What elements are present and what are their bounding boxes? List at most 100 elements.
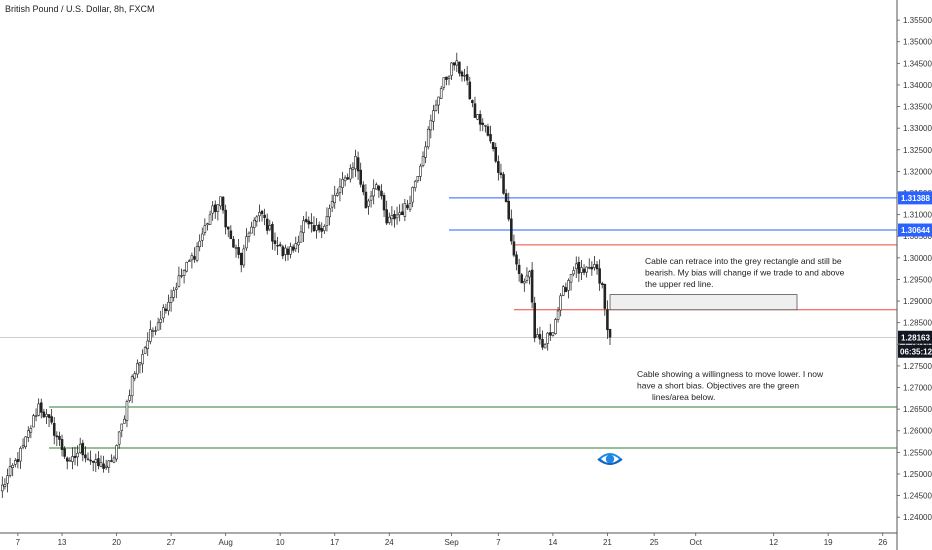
price-tick-label: 1.26500	[903, 405, 932, 414]
note-upper-line: Cable can retrace into the grey rectangl…	[645, 256, 842, 266]
candle-body	[468, 81, 472, 100]
candle-body	[110, 460, 113, 462]
candle-body	[154, 330, 157, 332]
time-tick-label: 17	[330, 538, 339, 547]
candle-body	[525, 275, 529, 281]
candle-body	[463, 75, 466, 77]
candle-body	[377, 185, 381, 191]
chart-title: British Pound / U.S. Dollar, 8h, FXCM	[5, 4, 155, 14]
note-lower-line: Cable showing a willingness to move lowe…	[637, 369, 824, 379]
time-tick-label: Oct	[689, 538, 702, 547]
candle-body	[489, 134, 492, 142]
candle-body	[89, 459, 92, 462]
candle-body	[84, 454, 87, 459]
candle-body	[151, 330, 155, 332]
candle-body	[63, 448, 66, 457]
candle-body	[323, 225, 326, 231]
candle-body	[606, 309, 609, 331]
candle-body	[60, 439, 64, 450]
candle-body	[341, 179, 344, 188]
candle-body	[497, 161, 500, 173]
candle-body	[193, 256, 196, 260]
price-tick-label: 1.35500	[903, 16, 932, 25]
grey-rectangle[interactable]	[609, 294, 798, 311]
price-tick-label: 1.34000	[903, 81, 932, 90]
candle-body	[86, 458, 90, 460]
candle-body	[336, 192, 339, 196]
candle-body	[408, 202, 412, 210]
candle-body	[226, 226, 230, 230]
note-lower-line: lines/area below.	[652, 392, 715, 402]
candle-body	[182, 270, 186, 276]
time-tick-label: 10	[276, 538, 285, 547]
candle-body	[406, 204, 409, 209]
time-tick-label: 20	[112, 538, 121, 547]
price-tag-blue-low	[898, 223, 932, 237]
candle-body	[76, 452, 79, 458]
candle-body	[50, 416, 53, 423]
candle-body	[273, 240, 277, 244]
candle-body	[32, 415, 35, 428]
price-tick-label: 1.33000	[903, 124, 932, 133]
candle-body	[499, 172, 503, 175]
candle-body	[159, 318, 163, 323]
time-tick-label: 14	[548, 538, 557, 547]
candle-body	[593, 264, 596, 268]
candle-body	[180, 275, 183, 277]
candle-body	[167, 301, 170, 312]
candle-body	[52, 423, 56, 436]
candle-body	[424, 146, 427, 158]
candle-body	[73, 455, 77, 458]
candle-body	[338, 186, 342, 193]
candle-body	[380, 190, 383, 197]
candle-body	[533, 302, 536, 339]
candle-body	[190, 255, 194, 261]
candle-body	[294, 243, 298, 250]
candle-body	[484, 125, 487, 127]
note-lower-line: have a short bias. Objectives are the gr…	[637, 381, 799, 391]
candle-body	[569, 274, 573, 283]
candle-body	[245, 236, 248, 249]
candle-body	[572, 270, 575, 275]
candle-body	[374, 184, 378, 190]
candle-body	[24, 436, 27, 448]
time-tick-label: 21	[603, 538, 612, 547]
candle-body	[354, 156, 357, 170]
candle-body	[600, 283, 604, 285]
candle-body	[598, 268, 601, 284]
candle-body	[237, 247, 240, 255]
candle-body	[185, 261, 188, 272]
candle-body	[156, 322, 160, 331]
candle-body	[608, 329, 612, 338]
candle-body	[595, 264, 599, 270]
time-tick-label: 12	[769, 538, 778, 547]
candle-body	[6, 475, 9, 484]
candle-body	[58, 435, 61, 440]
candle-body	[188, 260, 191, 262]
candle-body	[476, 114, 479, 120]
candle-body	[328, 208, 331, 218]
candle-body	[559, 295, 562, 311]
time-tick-label: 19	[824, 538, 833, 547]
candle-body	[252, 219, 256, 228]
candle-body	[37, 403, 40, 416]
candle-body	[356, 157, 360, 172]
candle-body	[11, 465, 14, 468]
candle-body	[260, 210, 264, 215]
candle-body	[387, 216, 391, 223]
candle-body	[206, 223, 209, 226]
candle-body	[1, 484, 4, 492]
price-tag-blue-high-text: 1.31388	[901, 194, 930, 203]
candle-body	[561, 286, 565, 296]
candle-body	[107, 460, 111, 468]
candle-body	[382, 195, 386, 211]
candle-body	[603, 283, 607, 309]
price-tick-label: 1.30500	[903, 232, 932, 241]
note-upper-line: bearish. My bias will change if we trade…	[645, 268, 845, 278]
time-tick-label: 26	[878, 538, 887, 547]
candle-body	[258, 212, 261, 217]
candle-body	[400, 211, 404, 216]
candle-body	[247, 232, 251, 237]
